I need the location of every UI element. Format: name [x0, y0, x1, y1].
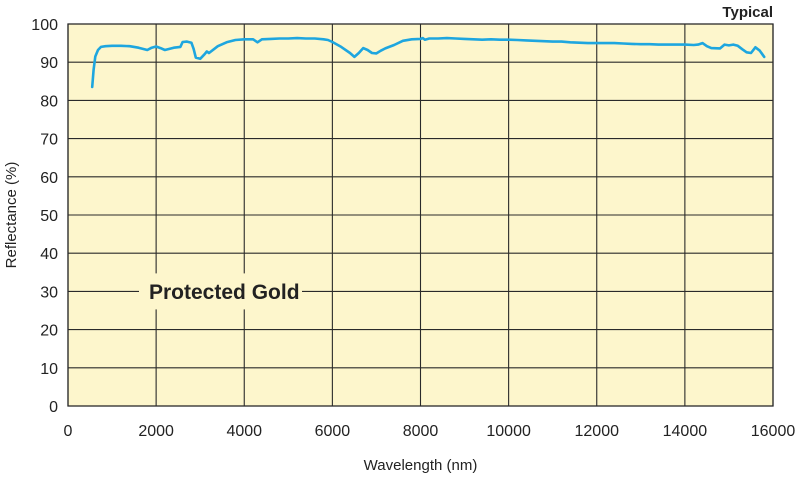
x-tick-label: 16000	[751, 423, 796, 440]
series-label-background	[139, 273, 302, 310]
y-tick-label: 20	[40, 323, 58, 340]
x-tick-label: 8000	[403, 423, 439, 440]
y-tick-label: 10	[40, 361, 58, 378]
y-tick-labels: 0 10 20 30 40 50 60 70 80 90 100	[31, 17, 58, 416]
y-tick-label: 0	[49, 399, 58, 416]
x-tick-label: 12000	[575, 423, 620, 440]
y-tick-label: 90	[40, 55, 58, 72]
x-tick-label: 0	[64, 423, 73, 440]
x-tick-label: 4000	[226, 423, 262, 440]
reflectance-series-line	[90, 36, 766, 89]
x-tick-label: 10000	[486, 423, 531, 440]
y-tick-label: 30	[40, 284, 58, 301]
x-tick-label: 2000	[138, 423, 174, 440]
plot-frame	[67, 23, 774, 407]
x-tick-label: 14000	[663, 423, 708, 440]
y-tick-label: 40	[40, 246, 58, 263]
series-label: Protected Gold	[149, 281, 300, 304]
x-axis-title: Wavelength (nm)	[364, 457, 478, 474]
y-axis-title: Reflectance (%)	[3, 162, 20, 269]
y-tick-label: 100	[31, 17, 58, 34]
series-label-group: Protected Gold	[139, 273, 302, 310]
x-tick-labels: 0 2000 4000 6000 8000 10000 12000 14000 16000	[64, 423, 796, 440]
y-tick-label: 80	[40, 93, 58, 110]
x-tick-label: 6000	[315, 423, 351, 440]
typical-label: Typical	[722, 4, 773, 21]
y-tick-label: 50	[40, 208, 58, 225]
y-tick-label: 70	[40, 132, 58, 149]
y-tick-label: 60	[40, 170, 58, 187]
